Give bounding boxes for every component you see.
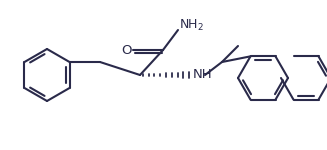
Text: NH$_2$: NH$_2$ [179, 17, 204, 33]
Text: O: O [122, 44, 132, 57]
Text: NH: NH [193, 69, 213, 81]
